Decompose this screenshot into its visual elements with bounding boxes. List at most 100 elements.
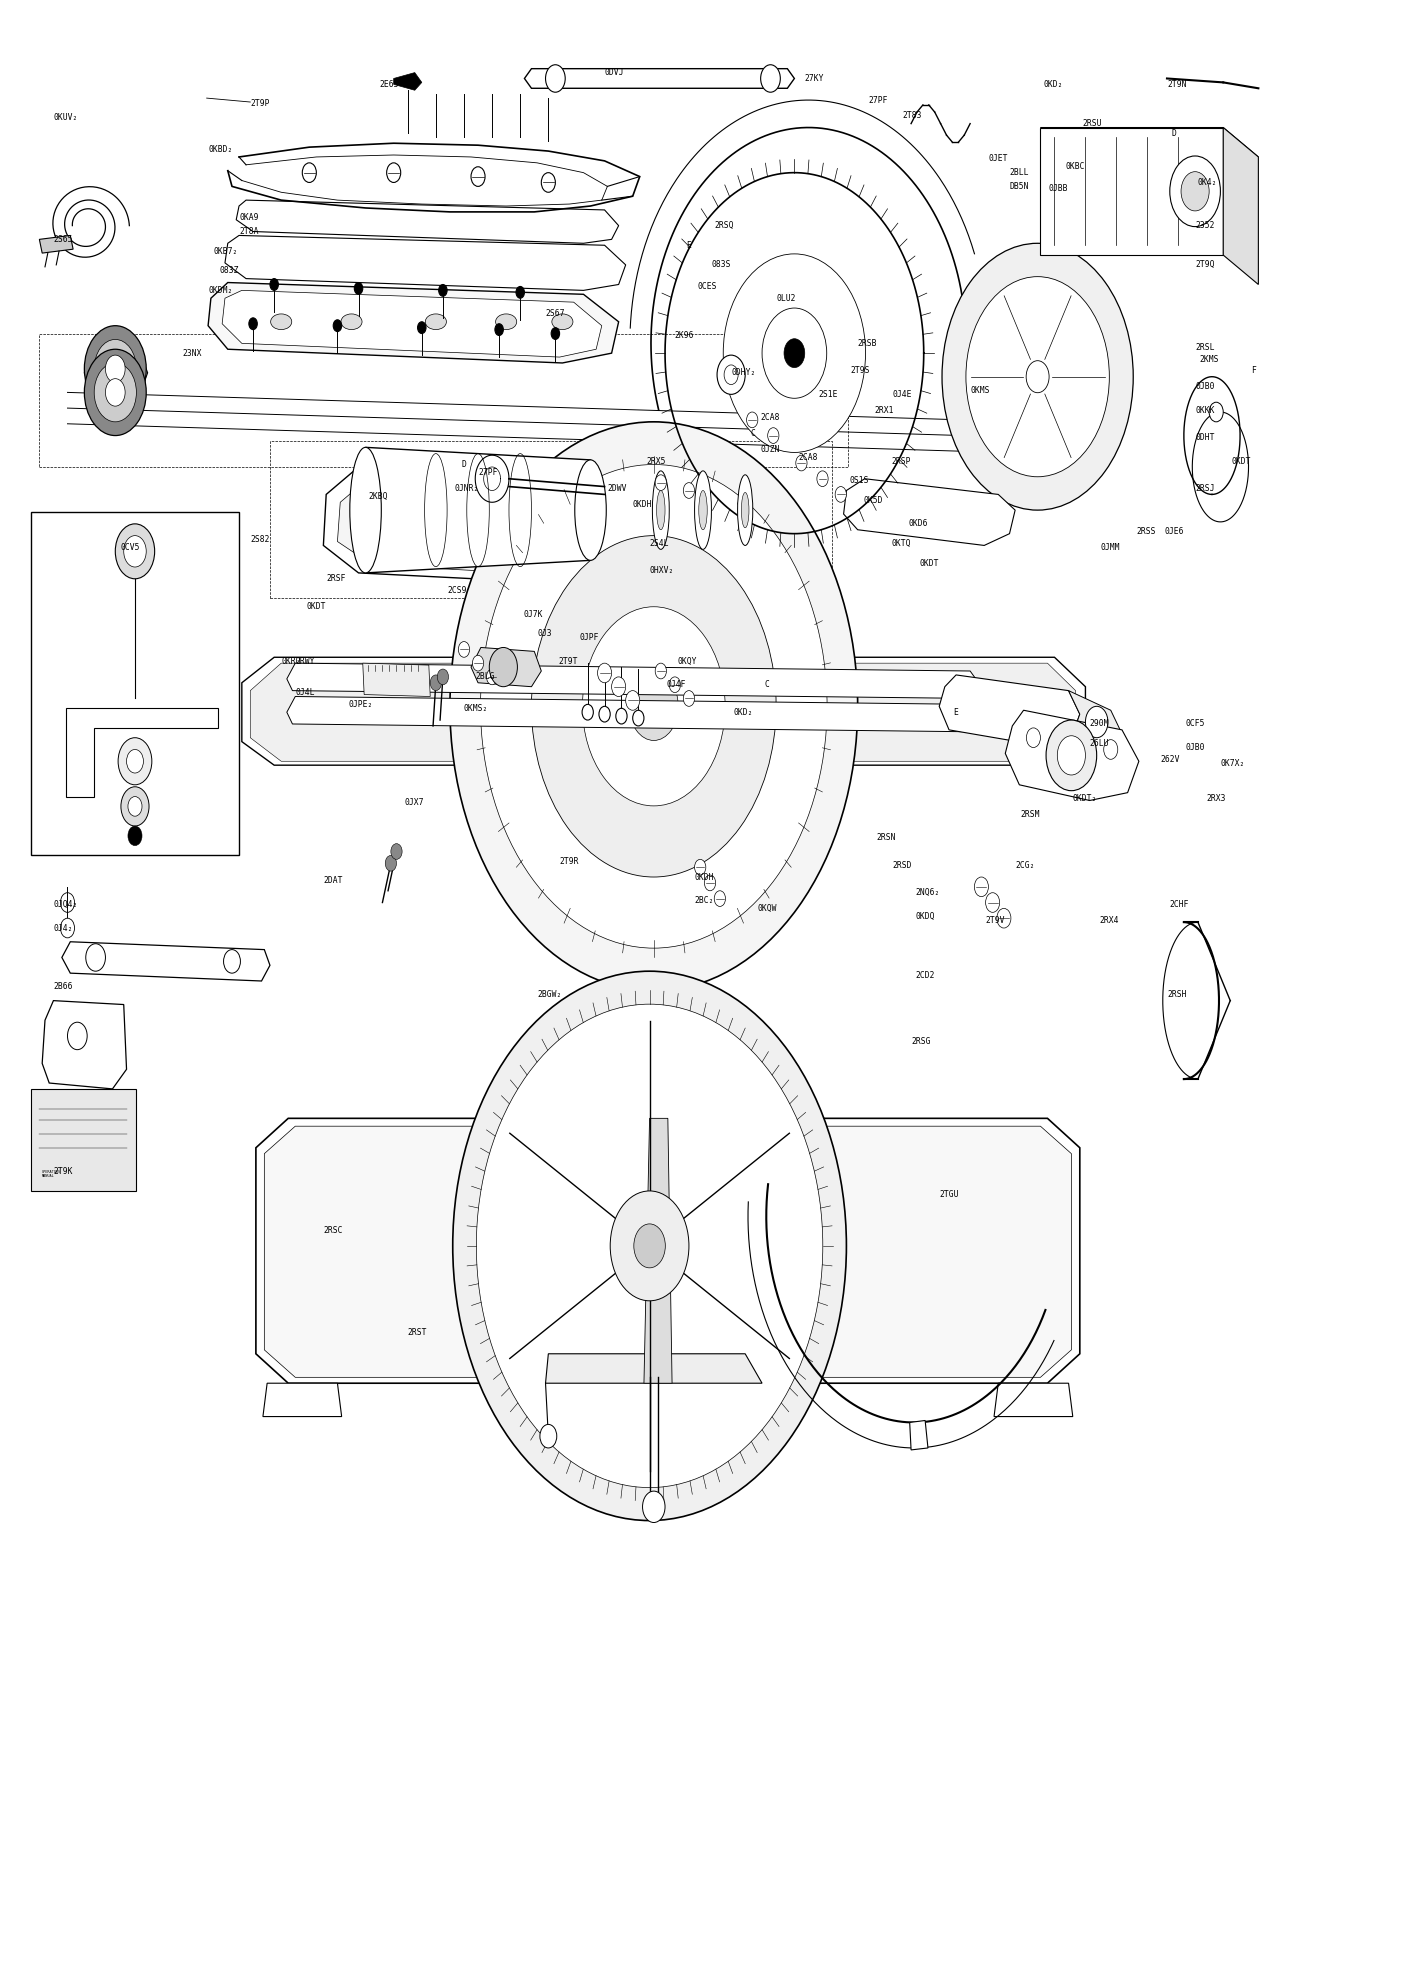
- Text: 2RST: 2RST: [408, 1328, 427, 1336]
- Circle shape: [655, 663, 666, 679]
- Text: 0J7K: 0J7K: [523, 610, 543, 618]
- Text: 2KMS: 2KMS: [1199, 355, 1219, 363]
- Polygon shape: [98, 549, 194, 824]
- Text: 2RX1: 2RX1: [875, 406, 894, 414]
- Circle shape: [683, 691, 695, 706]
- Circle shape: [302, 163, 316, 182]
- Polygon shape: [471, 647, 541, 687]
- Text: 0KA9: 0KA9: [239, 214, 259, 222]
- Polygon shape: [264, 1126, 1071, 1377]
- Circle shape: [105, 355, 125, 383]
- Circle shape: [546, 65, 565, 92]
- Circle shape: [333, 320, 342, 332]
- Text: 2RSC: 2RSC: [323, 1226, 343, 1234]
- Circle shape: [1026, 728, 1040, 748]
- Text: 0HXV₂: 0HXV₂: [650, 567, 673, 575]
- Text: 083S: 083S: [711, 261, 731, 269]
- Circle shape: [747, 412, 758, 428]
- Text: DB5N: DB5N: [1010, 182, 1029, 190]
- Circle shape: [437, 669, 449, 685]
- Circle shape: [643, 1491, 665, 1523]
- Circle shape: [1057, 736, 1085, 775]
- Ellipse shape: [270, 314, 292, 330]
- Text: 2B66: 2B66: [53, 983, 73, 991]
- Polygon shape: [910, 1420, 928, 1450]
- Text: 2S67: 2S67: [546, 310, 565, 318]
- Text: 2S1E: 2S1E: [818, 390, 838, 398]
- Polygon shape: [98, 363, 134, 369]
- Text: 0KD₂: 0KD₂: [734, 708, 754, 716]
- Circle shape: [67, 1022, 87, 1050]
- Circle shape: [598, 663, 612, 683]
- Circle shape: [385, 855, 396, 871]
- Circle shape: [762, 308, 827, 398]
- Ellipse shape: [575, 459, 606, 561]
- Circle shape: [86, 944, 105, 971]
- Polygon shape: [250, 663, 1076, 761]
- Circle shape: [997, 908, 1011, 928]
- Text: 2RSD: 2RSD: [893, 861, 912, 869]
- Text: 0JPE₂: 0JPE₂: [349, 700, 373, 708]
- Text: 0JB0: 0JB0: [1195, 383, 1215, 390]
- Text: 2RSF: 2RSF: [326, 575, 346, 583]
- Text: 2BLL: 2BLL: [1010, 169, 1029, 177]
- Text: 2S65: 2S65: [53, 235, 73, 243]
- Text: 2DWV: 2DWV: [607, 485, 627, 492]
- Text: 290M: 290M: [1090, 720, 1109, 728]
- Polygon shape: [222, 290, 602, 357]
- Text: 2RWY: 2RWY: [295, 657, 315, 665]
- Polygon shape: [939, 675, 1080, 746]
- Text: 2RX3: 2RX3: [1206, 795, 1226, 802]
- Text: 0KBC: 0KBC: [1066, 163, 1085, 171]
- Ellipse shape: [741, 492, 749, 528]
- Circle shape: [714, 891, 725, 906]
- Text: 2RX5: 2RX5: [647, 457, 666, 465]
- Circle shape: [630, 673, 678, 740]
- Text: 2RSU: 2RSU: [1083, 120, 1102, 128]
- Circle shape: [717, 355, 745, 394]
- Circle shape: [582, 704, 593, 720]
- Text: 0KTQ: 0KTQ: [891, 540, 911, 547]
- Circle shape: [60, 918, 75, 938]
- Ellipse shape: [350, 447, 381, 573]
- Polygon shape: [208, 283, 619, 363]
- Text: 2S4L: 2S4L: [650, 540, 669, 547]
- Polygon shape: [1069, 691, 1122, 753]
- Circle shape: [418, 322, 426, 334]
- Polygon shape: [524, 69, 794, 88]
- Circle shape: [785, 339, 804, 367]
- Circle shape: [472, 655, 484, 671]
- Polygon shape: [1040, 128, 1223, 255]
- Polygon shape: [644, 1118, 672, 1383]
- Text: 0KDM₂: 0KDM₂: [208, 286, 232, 294]
- Text: 083Z: 083Z: [219, 267, 239, 275]
- Circle shape: [695, 859, 706, 875]
- Circle shape: [634, 1224, 665, 1267]
- Text: 0KUV₂: 0KUV₂: [53, 114, 77, 122]
- Text: 0KB7₂: 0KB7₂: [214, 247, 238, 255]
- Circle shape: [1209, 402, 1223, 422]
- Text: 2352: 2352: [1195, 222, 1215, 230]
- Text: 0KMS: 0KMS: [970, 387, 990, 394]
- Text: 0K4₂: 0K4₂: [1198, 179, 1218, 186]
- Circle shape: [1046, 720, 1097, 791]
- Text: 2CHF: 2CHF: [1170, 901, 1189, 908]
- Text: D: D: [1171, 129, 1175, 137]
- Circle shape: [835, 487, 846, 502]
- Ellipse shape: [425, 314, 446, 330]
- Circle shape: [723, 253, 866, 453]
- Circle shape: [121, 787, 149, 826]
- Text: 2S82: 2S82: [250, 536, 270, 543]
- Text: 2CA8: 2CA8: [761, 414, 780, 422]
- Text: 0KQW: 0KQW: [758, 904, 778, 912]
- Text: 2TGU: 2TGU: [939, 1191, 959, 1199]
- Text: 2T83: 2T83: [903, 112, 922, 120]
- Text: 0K5D: 0K5D: [863, 496, 883, 504]
- Circle shape: [118, 738, 152, 785]
- Circle shape: [633, 710, 644, 726]
- Text: 2CD2: 2CD2: [915, 971, 935, 979]
- Circle shape: [486, 669, 498, 685]
- Text: 0KDT: 0KDT: [307, 602, 326, 610]
- Polygon shape: [236, 200, 619, 243]
- Text: 2CS9: 2CS9: [447, 587, 467, 594]
